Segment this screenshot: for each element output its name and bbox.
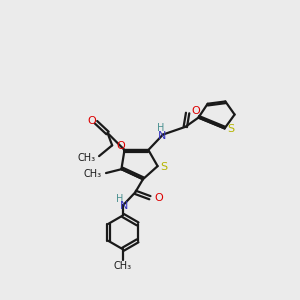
- Text: S: S: [227, 124, 234, 134]
- Text: O: O: [116, 141, 125, 151]
- Text: O: O: [87, 116, 96, 127]
- Text: S: S: [160, 162, 167, 172]
- Text: O: O: [191, 106, 200, 116]
- Text: N: N: [158, 131, 166, 141]
- Text: CH₃: CH₃: [114, 261, 132, 271]
- Text: O: O: [154, 193, 163, 203]
- Text: H: H: [157, 123, 164, 134]
- Text: CH₃: CH₃: [83, 169, 101, 179]
- Text: N: N: [120, 201, 129, 211]
- Text: CH₃: CH₃: [77, 153, 95, 164]
- Text: H: H: [116, 194, 124, 204]
